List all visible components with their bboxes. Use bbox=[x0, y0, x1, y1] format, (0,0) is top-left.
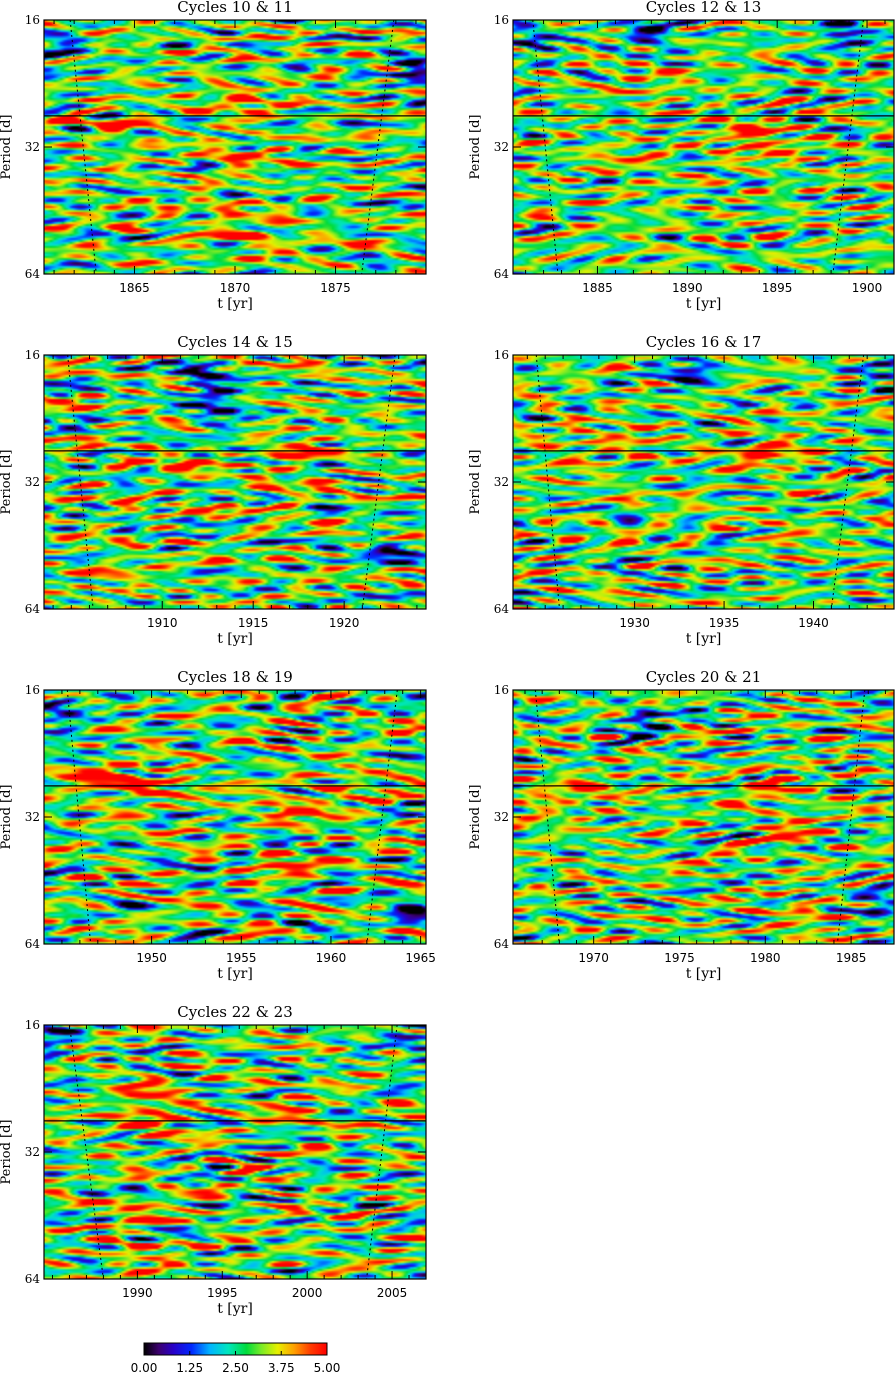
x-tick-label: 1990 bbox=[122, 1286, 153, 1300]
x-tick-label: 1960 bbox=[316, 951, 347, 965]
y-tick-label: 16 bbox=[494, 13, 509, 27]
y-tick-label: 32 bbox=[25, 475, 40, 489]
y-tick-label: 16 bbox=[25, 1018, 40, 1032]
y-axis-label: Period [d] bbox=[0, 450, 14, 515]
colorbar-tick-label: 5.00 bbox=[314, 1361, 341, 1375]
x-tick-label: 1890 bbox=[672, 281, 703, 295]
x-tick-label: 1975 bbox=[664, 951, 695, 965]
colorbar-tick-label: 0.00 bbox=[131, 1361, 158, 1375]
panel-7: 1990 1995 2000 2005 16 32 64 Cycles 22 & 23 t [y… bbox=[0, 1003, 427, 1317]
panel-title: Cycles 18 & 19 bbox=[177, 668, 293, 686]
x-tick-label: 1865 bbox=[119, 281, 150, 295]
x-axis-label: t [yr] bbox=[217, 631, 253, 647]
y-tick-label: 16 bbox=[25, 683, 40, 697]
panel-3: 1910 1915 1920 16 32 64 Cycles 14 & 15 t [yr] Pe… bbox=[0, 333, 427, 647]
wavelet-power-heatmap bbox=[44, 20, 426, 274]
x-tick-label: 1895 bbox=[762, 281, 793, 295]
colorbar: 0.00 1.25 2.50 3.75 5.00 bbox=[131, 1342, 341, 1375]
y-axis-label: Period [d] bbox=[468, 115, 483, 180]
x-tick-label: 2000 bbox=[292, 1286, 323, 1300]
x-tick-label: 1940 bbox=[798, 616, 829, 630]
y-axis-label: Period [d] bbox=[0, 115, 14, 180]
panel-6: 1970 1975 1980 1985 16 32 64 Cycles 20 & 21 t [y… bbox=[468, 668, 895, 982]
panel-title: Cycles 22 & 23 bbox=[177, 1003, 293, 1021]
colorbar-tick-label: 3.75 bbox=[268, 1361, 295, 1375]
x-tick-label: 1970 bbox=[578, 951, 609, 965]
x-tick-label: 2005 bbox=[377, 1286, 408, 1300]
colorbar-tick-label: 1.25 bbox=[176, 1361, 203, 1375]
panel-title: Cycles 16 & 17 bbox=[646, 333, 762, 351]
y-tick-label: 32 bbox=[494, 475, 509, 489]
x-tick-label: 1870 bbox=[220, 281, 251, 295]
y-tick-label: 16 bbox=[25, 13, 40, 27]
x-tick-label: 1950 bbox=[136, 951, 167, 965]
x-axis-label: t [yr] bbox=[217, 296, 253, 312]
y-tick-label: 64 bbox=[25, 937, 41, 951]
panel-title: Cycles 20 & 21 bbox=[646, 668, 762, 686]
panel-4: 1930 1935 1940 16 32 64 Cycles 16 & 17 t [yr] Pe… bbox=[468, 333, 895, 647]
y-tick-label: 16 bbox=[494, 683, 509, 697]
colorbar-tick-label: 2.50 bbox=[222, 1361, 249, 1375]
panel-title: Cycles 10 & 11 bbox=[177, 0, 293, 16]
y-tick-label: 16 bbox=[494, 348, 509, 362]
wavelet-power-heatmap bbox=[513, 20, 894, 274]
y-tick-label: 64 bbox=[25, 1272, 41, 1286]
panel-title: Cycles 12 & 13 bbox=[646, 0, 762, 16]
y-axis-label: Period [d] bbox=[468, 785, 483, 850]
x-tick-label: 1875 bbox=[320, 281, 351, 295]
wavelet-power-heatmap bbox=[44, 1025, 426, 1279]
x-tick-label: 1955 bbox=[226, 951, 257, 965]
x-tick-label: 1965 bbox=[405, 951, 436, 965]
x-tick-label: 1915 bbox=[238, 616, 269, 630]
y-axis-label: Period [d] bbox=[468, 450, 483, 515]
x-tick-label: 1910 bbox=[147, 616, 178, 630]
y-tick-label: 64 bbox=[494, 937, 510, 951]
y-tick-label: 32 bbox=[25, 1145, 40, 1159]
x-tick-label: 1980 bbox=[750, 951, 781, 965]
x-axis-label: t [yr] bbox=[686, 296, 722, 312]
x-tick-label: 1885 bbox=[582, 281, 613, 295]
wavelet-power-heatmap bbox=[513, 690, 894, 944]
y-tick-label: 64 bbox=[494, 602, 510, 616]
y-tick-label: 64 bbox=[494, 267, 510, 281]
panel-2: 1885 1890 1895 1900 16 32 64 Cycles 12 & 13 t [y… bbox=[468, 0, 895, 312]
x-tick-label: 1900 bbox=[852, 281, 883, 295]
x-tick-label: 1935 bbox=[709, 616, 740, 630]
panel-title: Cycles 14 & 15 bbox=[177, 333, 293, 351]
x-axis-label: t [yr] bbox=[217, 1301, 253, 1317]
y-tick-label: 32 bbox=[25, 810, 40, 824]
x-axis-label: t [yr] bbox=[217, 966, 253, 982]
wavelet-power-heatmap bbox=[513, 355, 894, 609]
x-tick-label: 1995 bbox=[207, 1286, 238, 1300]
x-tick-label: 1920 bbox=[329, 616, 360, 630]
panel-5: 1950 1955 1960 1965 16 32 64 Cycles 18 & 19 t [y… bbox=[0, 668, 436, 982]
x-axis-label: t [yr] bbox=[686, 966, 722, 982]
wavelet-power-heatmap bbox=[44, 690, 426, 944]
x-tick-label: 1985 bbox=[836, 951, 867, 965]
y-axis-label: Period [d] bbox=[0, 785, 14, 850]
panel-1: 1865 1870 1875 16 32 64 Cycles 10 & 11 t [yr] Pe… bbox=[0, 0, 427, 312]
y-tick-label: 64 bbox=[25, 267, 41, 281]
y-tick-label: 32 bbox=[494, 810, 509, 824]
x-tick-label: 1930 bbox=[619, 616, 650, 630]
y-tick-label: 32 bbox=[25, 140, 40, 154]
x-axis-label: t [yr] bbox=[686, 631, 722, 647]
y-tick-label: 16 bbox=[25, 348, 40, 362]
y-tick-label: 32 bbox=[494, 140, 509, 154]
wavelet-power-heatmap bbox=[44, 355, 426, 609]
y-axis-label: Period [d] bbox=[0, 1120, 14, 1185]
y-tick-label: 64 bbox=[25, 602, 41, 616]
